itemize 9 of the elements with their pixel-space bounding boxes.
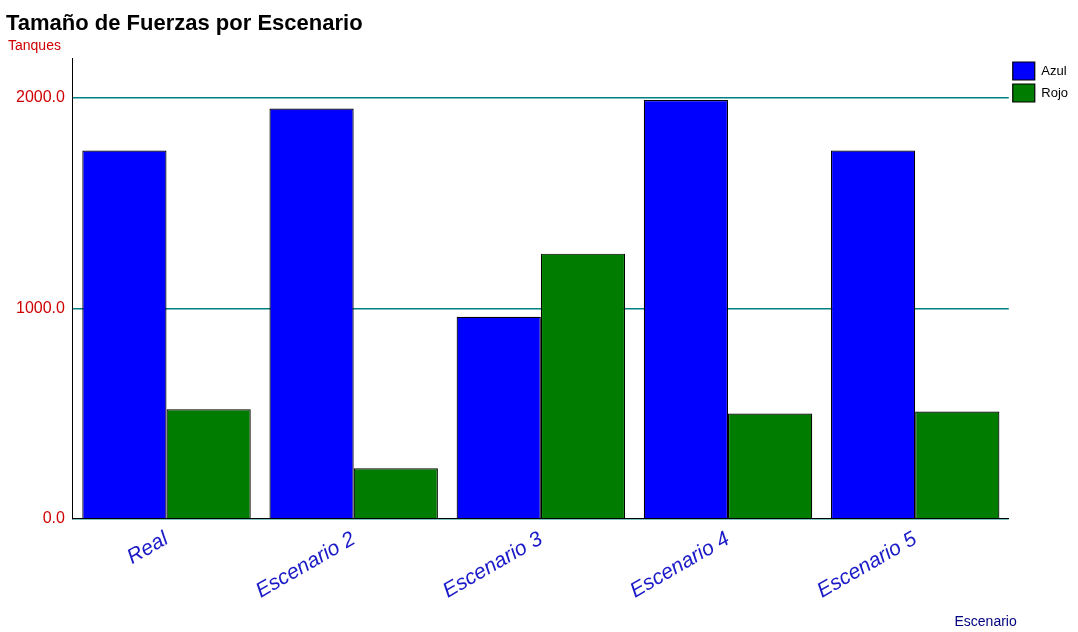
legend-label: Azul (1041, 62, 1067, 78)
legend-label: Rojo (1041, 84, 1069, 100)
y-tick-label: 2000.0 (16, 88, 66, 106)
y-axis-title: Tanques (8, 37, 61, 53)
x-tick-label: Real (122, 525, 173, 568)
chart-title: Tamaño de Fuerzas por Escenario (6, 10, 363, 35)
y-tick-label: 0.0 (42, 509, 66, 527)
y-tick-label: 1000.0 (16, 298, 66, 316)
x-axis-title: Escenario (954, 613, 1017, 629)
